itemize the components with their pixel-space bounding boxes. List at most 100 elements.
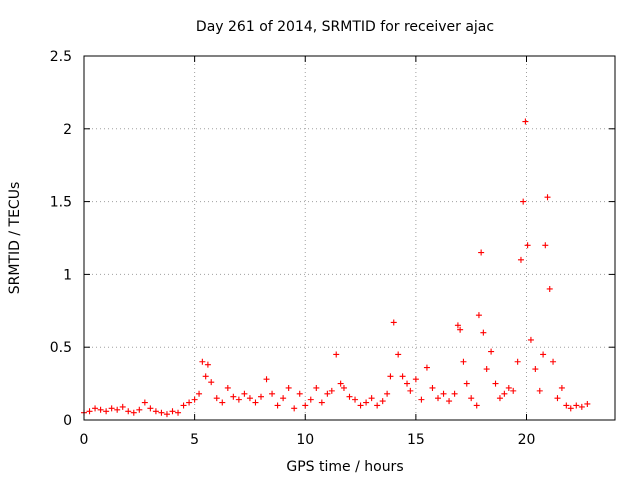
data-point bbox=[191, 396, 198, 403]
data-point bbox=[457, 326, 464, 333]
x-tick-label: 20 bbox=[518, 432, 536, 448]
data-point bbox=[423, 364, 430, 371]
data-point bbox=[567, 405, 574, 412]
data-point bbox=[435, 395, 441, 402]
data-point bbox=[119, 403, 126, 410]
y-tick-label: 0.5 bbox=[50, 340, 72, 356]
data-point bbox=[337, 380, 344, 387]
data-point bbox=[418, 396, 425, 403]
data-point bbox=[478, 249, 485, 256]
data-point bbox=[463, 380, 470, 387]
plot-frame bbox=[83, 55, 616, 421]
y-tick-label: 2.5 bbox=[50, 49, 72, 65]
data-point bbox=[175, 409, 182, 416]
data-point bbox=[136, 406, 143, 413]
data-point bbox=[324, 390, 331, 397]
data-point bbox=[219, 399, 226, 406]
y-axis-label: SRMTID / TECUs bbox=[7, 182, 23, 295]
chart-title: Day 261 of 2014, SRMTID for receiver aja… bbox=[196, 19, 494, 35]
data-point bbox=[387, 373, 394, 380]
data-points bbox=[81, 118, 591, 418]
data-point bbox=[578, 403, 585, 410]
y-tick-label: 2 bbox=[63, 122, 72, 138]
data-point bbox=[340, 384, 347, 391]
data-point bbox=[130, 409, 137, 416]
data-point bbox=[379, 398, 386, 405]
data-point bbox=[480, 329, 487, 336]
data-point bbox=[313, 384, 320, 391]
y-tick-label: 1.5 bbox=[50, 195, 72, 211]
data-point bbox=[108, 405, 115, 412]
data-point bbox=[407, 387, 414, 394]
data-point bbox=[522, 118, 529, 125]
data-point bbox=[475, 312, 482, 319]
data-point bbox=[473, 402, 480, 409]
data-point bbox=[230, 393, 237, 400]
data-point bbox=[204, 361, 211, 368]
data-point bbox=[540, 351, 547, 358]
data-point bbox=[346, 393, 353, 400]
data-point bbox=[302, 402, 309, 409]
data-point bbox=[280, 395, 287, 402]
y-tick-label: 0 bbox=[63, 413, 72, 429]
data-point bbox=[307, 396, 314, 403]
data-point bbox=[532, 366, 539, 373]
data-point bbox=[412, 376, 419, 383]
data-point bbox=[524, 242, 531, 249]
data-point bbox=[269, 390, 276, 397]
data-point bbox=[152, 408, 159, 415]
data-point bbox=[446, 398, 453, 405]
data-point bbox=[180, 402, 187, 409]
data-point bbox=[357, 402, 364, 409]
data-point bbox=[196, 390, 203, 397]
data-point bbox=[514, 358, 521, 365]
data-point bbox=[517, 256, 524, 263]
data-point bbox=[163, 411, 170, 418]
data-point bbox=[158, 409, 165, 416]
data-point bbox=[169, 408, 176, 415]
x-tick-label: 15 bbox=[407, 432, 425, 448]
data-point bbox=[328, 387, 335, 394]
data-point bbox=[114, 406, 121, 413]
data-point bbox=[384, 390, 391, 397]
data-point bbox=[291, 405, 298, 412]
x-tick-label: 0 bbox=[80, 432, 89, 448]
data-point bbox=[202, 373, 209, 380]
data-point bbox=[125, 408, 132, 415]
data-point bbox=[368, 395, 375, 402]
x-tick-label: 5 bbox=[190, 432, 199, 448]
x-axis-label: GPS time / hours bbox=[286, 459, 403, 475]
data-point bbox=[404, 380, 411, 387]
data-point bbox=[510, 387, 517, 394]
data-point bbox=[103, 408, 110, 415]
data-point bbox=[390, 319, 397, 326]
data-point bbox=[584, 400, 591, 407]
data-point bbox=[318, 399, 325, 406]
data-point bbox=[92, 405, 99, 412]
data-point bbox=[296, 390, 303, 397]
data-point bbox=[199, 358, 206, 365]
y-axis: 0 0.5 1 1.5 2 2.5 bbox=[50, 49, 615, 429]
data-point bbox=[501, 390, 508, 397]
data-point bbox=[141, 399, 148, 406]
data-point bbox=[147, 405, 154, 412]
data-point bbox=[440, 390, 447, 397]
data-point bbox=[536, 387, 543, 394]
data-point bbox=[468, 395, 475, 402]
data-point bbox=[352, 396, 359, 403]
data-point bbox=[546, 285, 553, 292]
data-point bbox=[363, 399, 370, 406]
data-point bbox=[451, 390, 458, 397]
data-point bbox=[274, 402, 281, 409]
data-point bbox=[235, 396, 242, 403]
data-point bbox=[208, 379, 215, 386]
data-point bbox=[563, 402, 570, 409]
data-point bbox=[492, 380, 499, 387]
data-point bbox=[483, 366, 490, 373]
data-point bbox=[285, 384, 292, 391]
data-point bbox=[395, 351, 402, 358]
grid bbox=[84, 56, 615, 420]
data-point bbox=[258, 393, 264, 400]
data-point bbox=[86, 408, 93, 415]
